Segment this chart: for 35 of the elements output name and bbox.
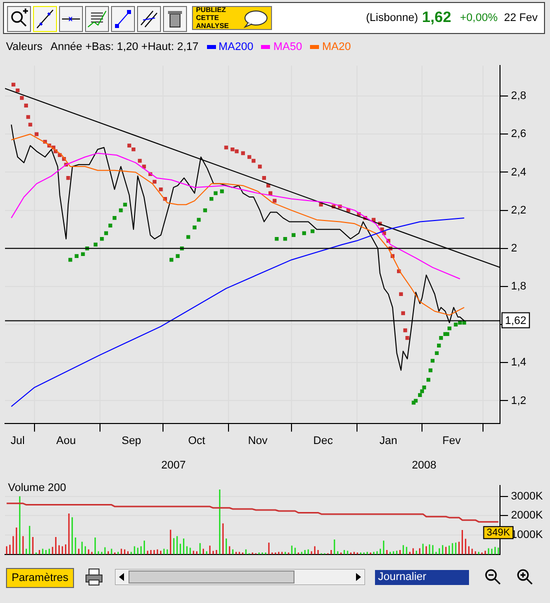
y-tick-label: 2: [511, 242, 518, 254]
y-tick-label: 2,8: [511, 90, 526, 102]
y-tick-label: 1,8: [511, 280, 526, 293]
y-tick-label: 2,6: [511, 128, 526, 140]
y-tick-label: 2000K: [511, 510, 544, 522]
x-tick-label: Aou: [56, 435, 76, 448]
y-tick-label: 3000K: [511, 490, 544, 502]
y-tick-label: 1,2: [511, 394, 526, 407]
x2-tick-label: 2007: [161, 459, 186, 472]
legend-label: MA20: [321, 41, 351, 53]
x-tick-label: Fev: [442, 435, 462, 448]
text: Paramètres: [6, 568, 74, 588]
x-tick-label: Nov: [248, 435, 268, 448]
text: Année +Bas: 1,20 +Haut: 2,17: [50, 41, 198, 53]
text: (Lisbonne): [366, 12, 418, 24]
x2-tick-label: 2008: [412, 459, 436, 472]
data-label: 349K: [486, 527, 510, 538]
y-tick-label: 2,2: [511, 204, 526, 216]
text: +0,00%: [460, 12, 498, 24]
text: Journalier: [375, 570, 469, 585]
chart-title: Volume 200: [8, 482, 66, 494]
x-tick-label: Jan: [379, 435, 398, 448]
x-tick-label: Sep: [122, 435, 142, 448]
legend-label: MA50: [272, 41, 302, 53]
y-tick-label: 2,4: [511, 166, 526, 178]
legend-label: MA200: [218, 41, 254, 53]
y-tick-label: 1,4: [511, 356, 526, 369]
y-tick-label: 1000K: [511, 529, 544, 542]
x-tick-label: Jul: [10, 435, 25, 448]
x-tick-label: Oct: [188, 435, 206, 448]
text: 22 Fev: [504, 12, 538, 24]
legend-title: Valeurs: [6, 41, 42, 53]
ref-line-label: 1,62: [505, 314, 526, 327]
text: 1,62: [422, 9, 452, 26]
x-tick-label: Dec: [313, 435, 334, 448]
